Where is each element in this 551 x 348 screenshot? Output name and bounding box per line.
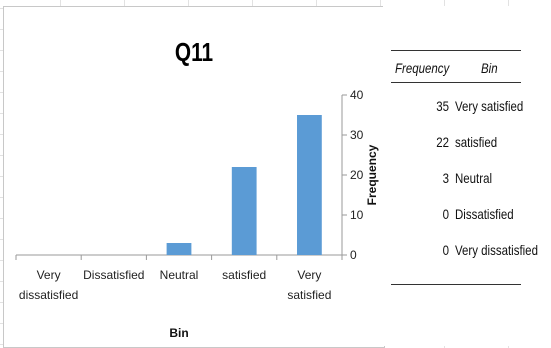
- table-cell-frequency: 0: [442, 242, 449, 258]
- x-category-label: Dissatisfied: [83, 268, 144, 282]
- table-cell-bin: Very dissatisfied: [455, 242, 538, 258]
- table-header-rule: [391, 82, 521, 83]
- y-axis-title: Frequency: [365, 144, 379, 205]
- bar: [166, 243, 192, 255]
- chart-plot: 0 10 20 30 40 Frequency Very dissatisfied Dissat…: [15, 88, 379, 340]
- table-cell-frequency: 3: [442, 170, 449, 186]
- table-header-bin: Bin: [481, 60, 498, 76]
- x-category-label-line: satisfied: [222, 268, 266, 282]
- x-category-label-line: satisfied: [287, 288, 331, 302]
- y-tick-label: 40: [350, 88, 364, 102]
- table-cell-bin: satisfied: [455, 134, 498, 150]
- chart-area[interactable]: Q11 0 10 20 30 40 Frequency Very dissatisfied Di…: [3, 6, 385, 348]
- table-cell-bin: Neutral: [455, 170, 493, 186]
- x-category-label-line: Dissatisfied: [83, 268, 144, 282]
- x-category-label-line: Very: [297, 268, 321, 282]
- table-bottom-rule: [391, 284, 521, 285]
- bar: [231, 167, 257, 255]
- frequency-table: Frequency Bin 35 Very satisfied 22 satisfie…: [383, 6, 551, 346]
- chart-title: Q11: [174, 37, 214, 67]
- x-category-label-line: Neutral: [160, 268, 199, 282]
- y-tick-label: 10: [350, 208, 364, 222]
- x-category-label: Very satisfied: [287, 268, 331, 302]
- y-tick-label: 20: [350, 168, 364, 182]
- x-category-label: Neutral: [160, 268, 199, 282]
- y-tick-label: 0: [350, 248, 357, 262]
- table-header-frequency: Frequency: [395, 60, 450, 76]
- table-cell-bin: Very satisfied: [455, 98, 524, 114]
- table-cell-frequency: 0: [442, 206, 449, 222]
- y-tick-label: 30: [350, 128, 364, 142]
- table-cell-bin: Dissatisfied: [455, 206, 514, 222]
- bar: [297, 115, 322, 255]
- x-axis-title: Bin: [169, 326, 188, 340]
- x-category-label: satisfied: [222, 268, 266, 282]
- x-category-label-line: Very: [37, 268, 61, 282]
- x-category-label: Very dissatisfied: [19, 268, 78, 302]
- table-top-rule: [391, 50, 521, 51]
- x-category-label-line: dissatisfied: [19, 288, 78, 302]
- table-cell-frequency: 35: [436, 98, 449, 114]
- table-cell-frequency: 22: [436, 134, 449, 150]
